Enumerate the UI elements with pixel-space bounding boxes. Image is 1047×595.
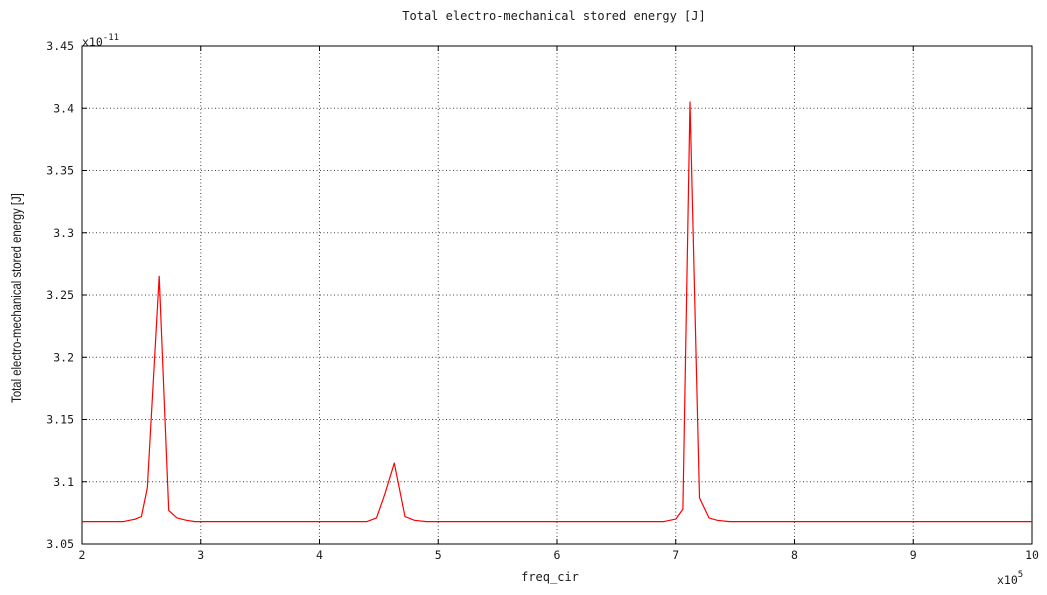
x-tick-label: 4 (316, 548, 323, 562)
y-tick-label: 3.3 (53, 226, 74, 240)
x-multiplier-base: x10 (997, 573, 1018, 587)
y-tick-label: 3.1 (53, 475, 74, 489)
y-tick-label: 3.45 (46, 39, 74, 53)
x-tick-labels: 2 3 4 5 6 7 8 9 10 (79, 548, 1039, 562)
x-multiplier-exponent: 5 (1018, 570, 1023, 580)
y-multiplier-exponent: -11 (103, 33, 119, 43)
data-series (82, 101, 1032, 523)
y-tick-label: 3.4 (53, 101, 74, 115)
y-tick-label: 3.2 (53, 350, 74, 364)
x-axis-label: freq_cir (521, 570, 579, 584)
chart-title: Total electro-mechanical stored energy [… (402, 9, 705, 23)
x-multiplier-label: x105 (997, 570, 1023, 587)
x-tick-label: 8 (791, 548, 798, 562)
y-tick-label: 3.05 (46, 537, 74, 551)
x-tick-label: 3 (197, 548, 204, 562)
series-line (82, 101, 1032, 523)
x-tick-label: 9 (910, 548, 917, 562)
y-tick-label: 3.25 (46, 288, 74, 302)
y-tick-labels: 3.05 3.1 3.15 3.2 3.25 3.3 3.35 3.4 3.45 (46, 39, 74, 551)
x-tick-label: 7 (672, 548, 679, 562)
y-multiplier-base: x10 (82, 35, 103, 49)
x-tick-label: 2 (79, 548, 86, 562)
y-axis-label: Total electro-mechanical stored energy [… (9, 193, 24, 403)
y-tick-label: 3.15 (46, 413, 74, 427)
y-multiplier-label: x10-11 (82, 33, 119, 49)
x-tick-label: 10 (1025, 548, 1039, 562)
y-tick-label: 3.35 (46, 164, 74, 178)
axis-ticks (81, 45, 1033, 545)
grid-lines (82, 46, 1032, 544)
x-tick-label: 6 (554, 548, 561, 562)
x-tick-label: 5 (435, 548, 442, 562)
